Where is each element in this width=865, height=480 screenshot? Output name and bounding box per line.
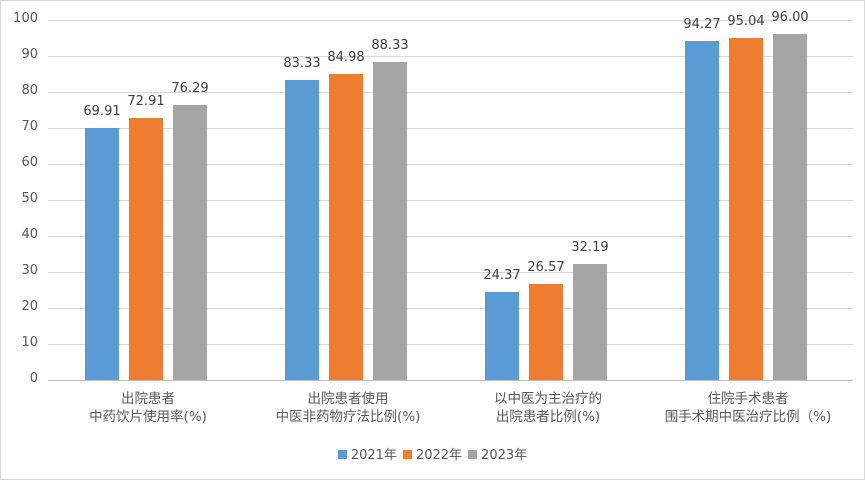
bar bbox=[485, 292, 519, 380]
bar bbox=[773, 34, 807, 380]
legend-item: 2023年 bbox=[468, 444, 527, 463]
data-label: 32.19 bbox=[571, 240, 609, 256]
y-tick-label: 90 bbox=[21, 47, 38, 62]
gridline bbox=[48, 56, 853, 57]
bar bbox=[685, 40, 719, 380]
gridline bbox=[48, 92, 853, 93]
legend-item: 2021年 bbox=[337, 444, 397, 463]
y-tick-label: 10 bbox=[21, 335, 38, 350]
gridline bbox=[48, 20, 853, 21]
category-label: 出院患者 中药饮片使用率(%) bbox=[89, 391, 207, 425]
y-tick-label: 0 bbox=[29, 371, 38, 386]
gridline bbox=[48, 344, 853, 345]
data-label: 26.57 bbox=[527, 260, 565, 276]
y-tick-label: 50 bbox=[21, 191, 38, 206]
gridline bbox=[48, 236, 853, 237]
y-tick-label: 80 bbox=[21, 83, 38, 98]
data-label: 72.91 bbox=[127, 93, 165, 109]
legend: 2021年 2022年 2023年 bbox=[0, 444, 865, 463]
bar bbox=[373, 62, 407, 380]
y-tick-label: 70 bbox=[21, 119, 38, 134]
y-tick-label: 30 bbox=[21, 263, 38, 278]
data-label: 88.33 bbox=[371, 38, 409, 53]
plot-area: 69.91 72.91 76.29 83.33 84.98 88.33 24.37 26.57… bbox=[48, 10, 853, 381]
legend-label: 2022年 bbox=[415, 448, 463, 463]
legend-label: 2021年 bbox=[350, 448, 397, 463]
bar bbox=[285, 80, 319, 380]
gridline bbox=[48, 308, 853, 309]
category-label: 住院手术患者 围手术期中医治疗比例（%) bbox=[664, 391, 832, 425]
data-label: 84.98 bbox=[327, 50, 365, 66]
data-label: 96.00 bbox=[771, 10, 809, 26]
bar bbox=[173, 105, 207, 380]
y-tick-label: 100 bbox=[13, 11, 38, 26]
legend-swatch-icon bbox=[468, 450, 478, 459]
data-label: 94.27 bbox=[683, 16, 721, 32]
bar bbox=[729, 37, 763, 380]
data-label: 83.33 bbox=[283, 56, 321, 71]
bar bbox=[329, 74, 363, 380]
legend-item: 2022年 bbox=[402, 444, 463, 463]
gridline bbox=[48, 200, 853, 201]
gridline bbox=[48, 164, 853, 165]
y-tick-label: 40 bbox=[21, 227, 38, 242]
category-label: 出院患者使用 中医非药物疗法比例(%) bbox=[275, 391, 421, 425]
bar bbox=[573, 264, 607, 380]
legend-label: 2023年 bbox=[481, 448, 528, 463]
data-label: 76.29 bbox=[171, 81, 209, 97]
bar bbox=[85, 128, 119, 380]
y-tick-label: 60 bbox=[21, 155, 38, 170]
data-label: 24.37 bbox=[483, 268, 521, 284]
bar bbox=[129, 117, 163, 380]
gridline bbox=[48, 128, 853, 129]
bar bbox=[529, 284, 563, 380]
y-tick-label: 20 bbox=[21, 299, 38, 314]
data-label: 69.91 bbox=[83, 104, 121, 120]
legend-swatch-icon bbox=[402, 450, 412, 459]
gridline bbox=[48, 380, 853, 381]
data-label: 95.04 bbox=[727, 13, 765, 29]
gridline bbox=[48, 272, 853, 273]
category-label: 以中医为主治疗的 出院患者比例(%) bbox=[494, 391, 602, 425]
legend-swatch-icon bbox=[337, 450, 347, 459]
